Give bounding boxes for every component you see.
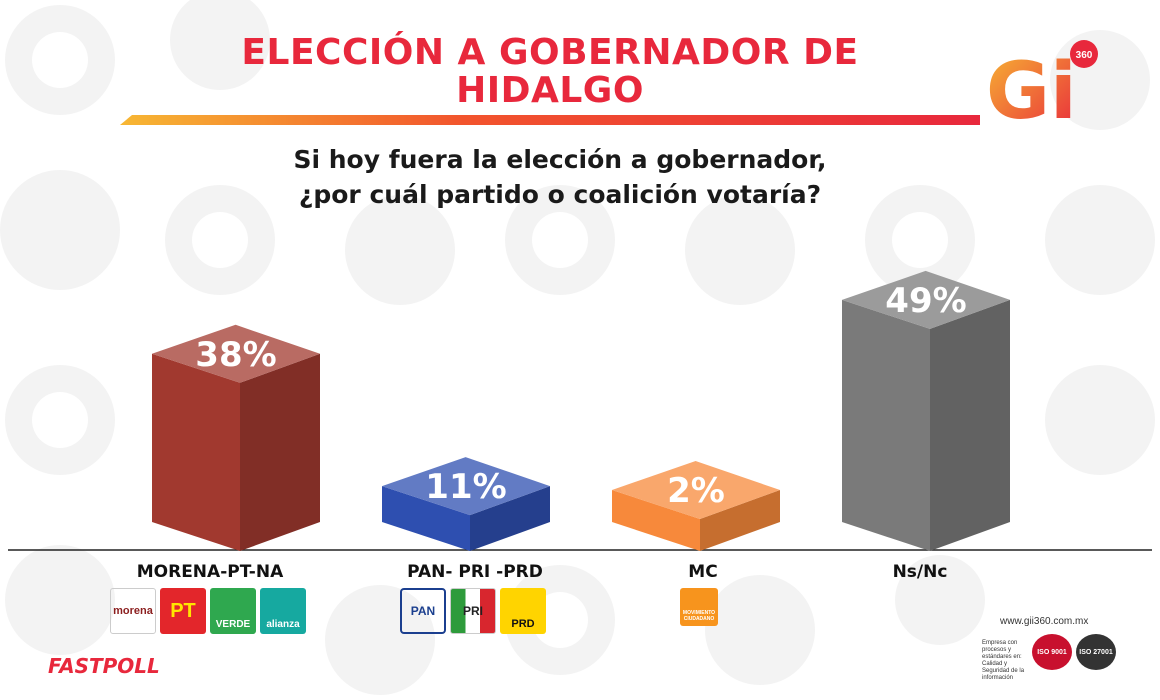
value-label: 11%: [425, 467, 506, 507]
gii360-logo: Gi 360: [986, 40, 1098, 137]
page-title: ELECCIÓN A GOBERNADOR DE HIDALGO: [241, 32, 859, 111]
survey-question: Si hoy fuera la elección a gobernador, ¿…: [240, 142, 880, 212]
bar-face-right: [930, 299, 1010, 551]
value-label: 49%: [885, 281, 966, 321]
bar-3: [612, 461, 780, 551]
bar-2: [382, 457, 550, 551]
value-label: 38%: [195, 335, 276, 375]
bar-face-top: [382, 457, 550, 516]
morena-coalition-logos: morena PT VERDE alianza: [110, 588, 306, 634]
bar-face-left: [382, 486, 470, 551]
fastpoll-label: FASTPOLL: [48, 654, 160, 678]
title-underline: [120, 115, 980, 125]
verde-logo: VERDE: [210, 588, 256, 634]
question-line-2: ¿por cuál partido o coalición votaría?: [298, 180, 822, 209]
bar-face-left: [152, 353, 240, 551]
pan-logo: PAN: [400, 588, 446, 634]
iso-certifications: Empresa con procesos y estándares en: Ca…: [982, 634, 1122, 681]
bar-face-top: [152, 324, 320, 383]
logo-text: Gi: [986, 47, 1077, 137]
pan-coalition-logos: PAN PRI PRD: [400, 588, 546, 634]
morena-logo: morena: [110, 588, 156, 634]
prd-logo: PRD: [500, 588, 546, 634]
bar-4: [842, 270, 1010, 551]
question-line-1: Si hoy fuera la elección a gobernador,: [293, 145, 827, 174]
website-url: www.gii360.com.mx: [1000, 616, 1089, 627]
category-label-nsnc: Ns/Nc: [892, 562, 948, 582]
category-label-pan: PAN- PRI -PRD: [407, 562, 543, 582]
logo-badge: 360: [1076, 50, 1093, 61]
bar-face-left: [842, 299, 930, 551]
category-label-mc: MC: [688, 562, 718, 582]
mc-logos: MOVIMIENTO CIUDADANO: [680, 588, 718, 626]
movimiento-ciudadano-logo: MOVIMIENTO CIUDADANO: [680, 588, 718, 626]
pt-logo: PT: [160, 588, 206, 634]
bar-face-right: [700, 490, 780, 551]
bar-1: [152, 324, 320, 551]
bar-face-left: [612, 490, 700, 551]
bar-face-top: [842, 270, 1010, 329]
bar-face-right: [470, 486, 550, 551]
bar-face-right: [240, 353, 320, 551]
value-label: 2%: [667, 471, 725, 511]
iso-9001-badge: ISO 9001: [1032, 634, 1072, 670]
alianza-logo: alianza: [260, 588, 306, 634]
category-label-morena: MORENA-PT-NA: [136, 562, 284, 582]
iso-caption: Empresa con procesos y estándares en: Ca…: [982, 640, 1025, 681]
pri-logo: PRI: [450, 588, 496, 634]
iso-27001-badge: ISO 27001: [1076, 634, 1116, 670]
bar-face-top: [612, 461, 780, 519]
